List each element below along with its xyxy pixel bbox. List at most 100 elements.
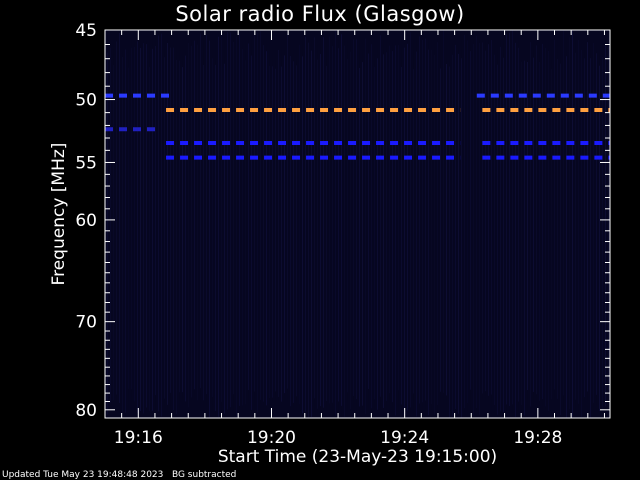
texture-stripe [353, 39, 354, 397]
texture-stripe [338, 48, 339, 402]
texture-stripe [596, 53, 597, 395]
texture-stripe [608, 42, 609, 391]
texture-stripe [587, 42, 588, 392]
texture-stripe [311, 50, 312, 417]
texture-stripe [536, 45, 537, 395]
texture-stripe [227, 32, 228, 410]
texture-stripe [209, 40, 210, 418]
texture-stripe [200, 33, 201, 389]
texture-stripe [476, 35, 477, 409]
texture-stripe [317, 59, 318, 409]
texture-stripe [395, 45, 396, 416]
texture-stripe [140, 47, 141, 412]
texture-stripe [125, 49, 126, 413]
texture-stripe [374, 66, 375, 400]
texture-stripe [128, 67, 129, 389]
texture-stripe [173, 47, 174, 411]
texture-stripe [398, 45, 399, 391]
texture-stripe [254, 33, 255, 392]
x-axis-label: Start Time (23-May-23 19:15:00) [218, 447, 497, 467]
texture-stripe [299, 44, 300, 404]
texture-stripe [383, 54, 384, 408]
plot-frame [104, 29, 611, 419]
texture-stripe [404, 47, 405, 416]
texture-stripe [431, 49, 432, 405]
texture-stripe [302, 56, 303, 414]
texture-stripe [368, 53, 369, 390]
texture-stripe [443, 30, 444, 393]
texture-stripe [335, 31, 336, 417]
texture-stripe [287, 33, 288, 389]
texture-stripe [440, 68, 441, 392]
texture-stripe [605, 43, 606, 407]
texture-stripe [437, 42, 438, 406]
texture-stripe [122, 56, 123, 414]
texture-stripe [401, 66, 402, 405]
texture-stripe [230, 32, 231, 408]
texture-stripe [167, 42, 168, 405]
texture-stripe [506, 34, 507, 405]
texture-stripe [203, 64, 204, 401]
texture-stripe [212, 58, 213, 398]
texture-stripe [206, 35, 207, 395]
texture-stripe [194, 40, 195, 390]
texture-stripe [341, 34, 342, 406]
texture-stripe [557, 58, 558, 399]
texture-stripe [602, 56, 603, 410]
texture-stripe [467, 40, 468, 404]
texture-stripe [296, 65, 297, 397]
texture-stripe [284, 55, 285, 394]
texture-stripe [428, 49, 429, 416]
texture-stripe [527, 61, 528, 391]
texture-stripe [308, 42, 309, 418]
texture-stripe [356, 39, 357, 400]
texture-stripe [458, 53, 459, 414]
texture-stripe [377, 58, 378, 410]
texture-stripe [179, 60, 180, 393]
texture-stripe [323, 37, 324, 408]
texture-stripe [344, 45, 345, 418]
texture-stripe [218, 36, 219, 417]
y-tick-label: 50 [75, 91, 97, 111]
y-tick-label: 70 [75, 313, 97, 333]
texture-stripe [188, 42, 189, 408]
footer-status: Updated Tue May 23 19:48:48 2023 BG subt… [2, 470, 237, 480]
texture-stripe [578, 40, 579, 404]
texture-stripe [551, 69, 552, 400]
texture-stripe [320, 53, 321, 407]
frequency-bands [105, 93, 610, 160]
texture-stripe [392, 51, 393, 403]
texture-stripe [473, 44, 474, 416]
texture-stripe [221, 30, 222, 402]
texture-stripe [452, 54, 453, 417]
texture-stripe [497, 64, 498, 415]
texture-stripe [191, 45, 192, 398]
texture-stripe [272, 66, 273, 398]
texture-stripe [110, 47, 111, 403]
texture-stripe [332, 46, 333, 403]
texture-stripe [512, 30, 513, 405]
texture-stripe [185, 55, 186, 402]
y-tick-label: 60 [75, 211, 97, 231]
texture-stripe [281, 66, 282, 402]
background-texture [107, 30, 609, 418]
texture-stripe [158, 35, 159, 412]
texture-stripe [554, 39, 555, 390]
x-tick-label: 19:24 [380, 428, 429, 448]
texture-stripe [263, 45, 264, 402]
y-axis-label: Frequency [MHz] [49, 143, 69, 286]
texture-stripe [569, 37, 570, 410]
texture-stripe [245, 60, 246, 405]
texture-stripe [533, 57, 534, 392]
texture-stripe [461, 58, 462, 418]
texture-stripe [242, 49, 243, 406]
texture-stripe [251, 55, 252, 410]
texture-stripe [176, 59, 177, 415]
texture-stripe [266, 51, 267, 406]
texture-stripe [524, 60, 525, 416]
texture-stripe [494, 54, 495, 406]
texture-stripe [389, 45, 390, 394]
texture-stripe [413, 69, 414, 394]
texture-stripe [197, 44, 198, 401]
y-tick-label: 45 [75, 21, 97, 41]
